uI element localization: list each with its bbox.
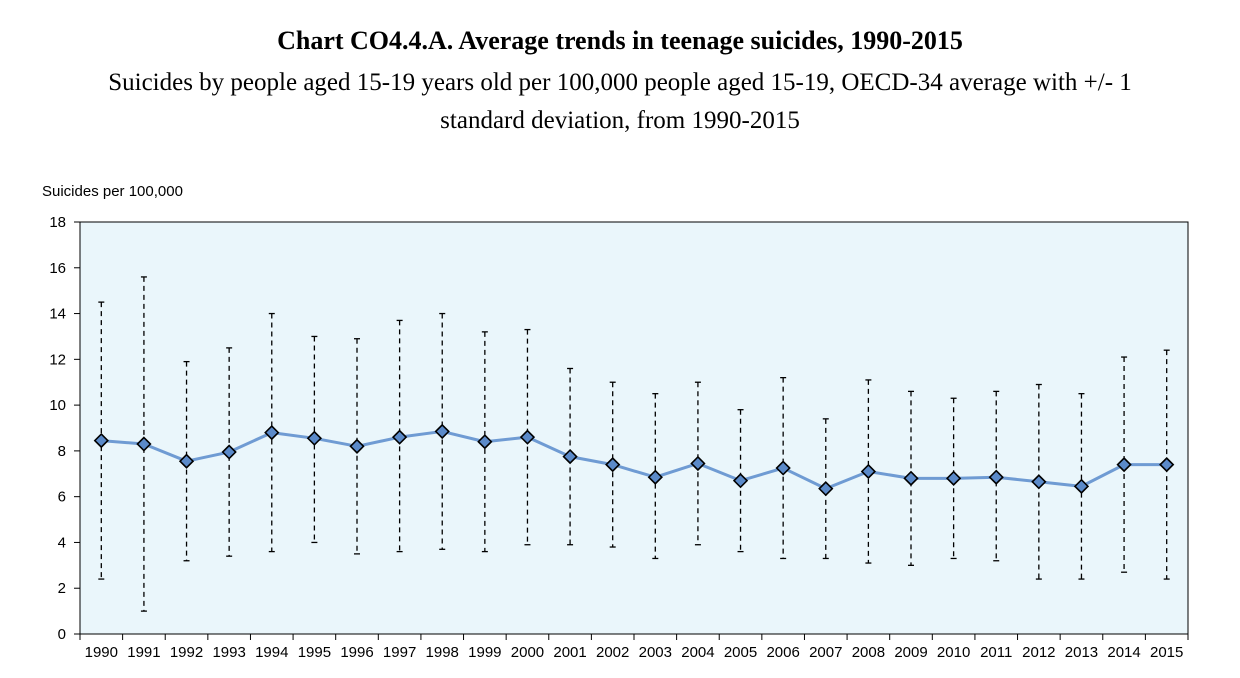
data-point [860,463,877,480]
x-tick-label: 2003 [639,644,672,661]
data-point [221,444,237,460]
x-tick-label: 2013 [1065,644,1098,661]
x-tick-label: 2004 [681,644,714,661]
y-tick-label: 12 [49,351,66,368]
data-point [647,469,663,485]
y-tick-label: 10 [49,397,66,414]
data-point [988,469,1004,485]
x-tick-label: 2002 [596,644,629,661]
x-tick-label: 2014 [1107,644,1140,661]
y-tick-label: 14 [49,306,66,323]
x-tick-label: 1992 [170,644,203,661]
x-tick-label: 1990 [85,644,118,661]
data-point [178,453,195,469]
data-point [264,424,280,441]
data-point [434,423,450,440]
data-point [1031,474,1047,490]
data-point [732,473,749,489]
data-point [1116,456,1132,473]
data-point [136,436,152,452]
x-tick-label: 2012 [1022,644,1055,661]
chart-title: Chart CO4.4.A. Average trends in teenage… [277,26,963,55]
x-tick-label: 2009 [894,644,927,661]
x-tick-label: 1998 [426,644,459,661]
x-tick-label: 1996 [340,644,373,661]
x-tick-label: 1995 [298,644,331,661]
data-point [818,481,834,497]
data-point [945,470,962,486]
x-tick-label: 1999 [468,644,501,661]
x-tick-label: 2011 [980,644,1012,661]
y-axis-label: Suicides per 100,000 [42,183,183,200]
data-point [349,438,365,454]
data-point [306,430,323,446]
data-point [391,429,408,445]
x-tick-label: 1994 [255,644,288,661]
data-point [477,434,493,450]
data-point [775,460,791,476]
chart-subtitle: Suicides by people aged 15-19 years old … [0,64,1240,140]
x-tick-label: 2001 [553,644,586,661]
x-tick-label: 2015 [1150,644,1183,661]
chart-subtitle-line-1: Suicides by people aged 15-19 years old … [108,69,1132,96]
y-tick-label: 4 [58,534,66,551]
x-tick-label: 1991 [127,644,160,661]
data-point [519,429,536,445]
x-tick-label: 2006 [766,644,799,661]
x-tick-label: 2008 [852,644,885,661]
y-tick-label: 6 [58,489,66,506]
data-point [690,455,706,472]
data-point [93,432,109,449]
y-tick-label: 2 [58,580,66,597]
chart-subtitle-line-2: standard deviation, from 1990-2015 [440,107,800,134]
x-tick-label: 2010 [937,644,970,661]
x-tick-label: 2007 [809,644,842,661]
y-tick-label: 16 [49,260,66,277]
y-tick-label: 8 [58,443,66,460]
data-point [562,448,578,465]
x-tick-label: 1997 [383,644,416,661]
x-tick-label: 2005 [724,644,757,661]
plot-area [79,221,1189,635]
data-point [1073,478,1090,494]
x-tick-label: 1993 [212,644,245,661]
data-point [605,456,621,473]
x-tick-label: 2000 [511,644,544,661]
data-point [1159,456,1175,473]
data-point [903,470,919,486]
y-tick-label: 18 [49,214,66,231]
y-tick-label: 0 [58,626,66,643]
